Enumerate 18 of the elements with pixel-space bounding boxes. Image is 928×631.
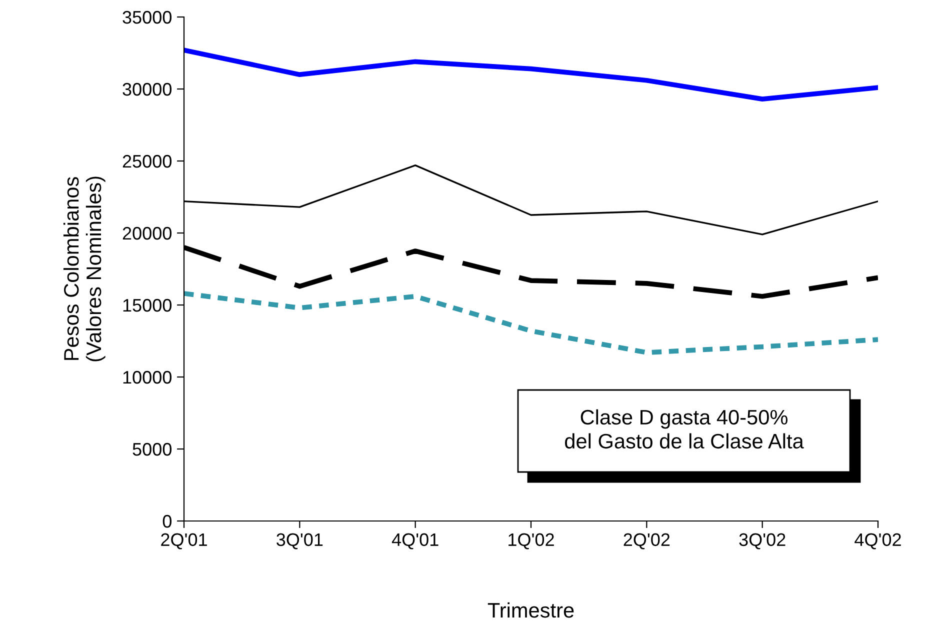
x-axis-title: Trimestre [488, 602, 574, 618]
y-tick-label: 20000 [122, 226, 172, 240]
x-tick-label: 4Q'02 [854, 533, 901, 550]
x-tick-label: 2Q'02 [624, 533, 670, 550]
y-axis-title: Pesos Colombianos (Valores Nominales) [63, 176, 106, 362]
x-tick-label: 3Q'01 [276, 533, 323, 550]
y-tick-label: 5000 [132, 442, 172, 456]
y-tick-label: 30000 [122, 82, 172, 96]
y-tick-label: 0 [162, 514, 172, 528]
x-tick-label: 1Q'02 [508, 533, 554, 550]
x-tick-label: 4Q'01 [392, 533, 438, 550]
y-tick-label: 35000 [122, 10, 172, 24]
x-tick-label: 2Q'01 [161, 533, 207, 550]
y-tick-label: 15000 [123, 298, 172, 312]
y-tick-label: 10000 [123, 370, 172, 384]
annotation: Clase D gasta 40-50% del Gasto de la Clase Alta [565, 409, 804, 449]
x-tick-label: 3Q'02 [739, 533, 786, 550]
y-tick-label: 25000 [122, 154, 172, 168]
